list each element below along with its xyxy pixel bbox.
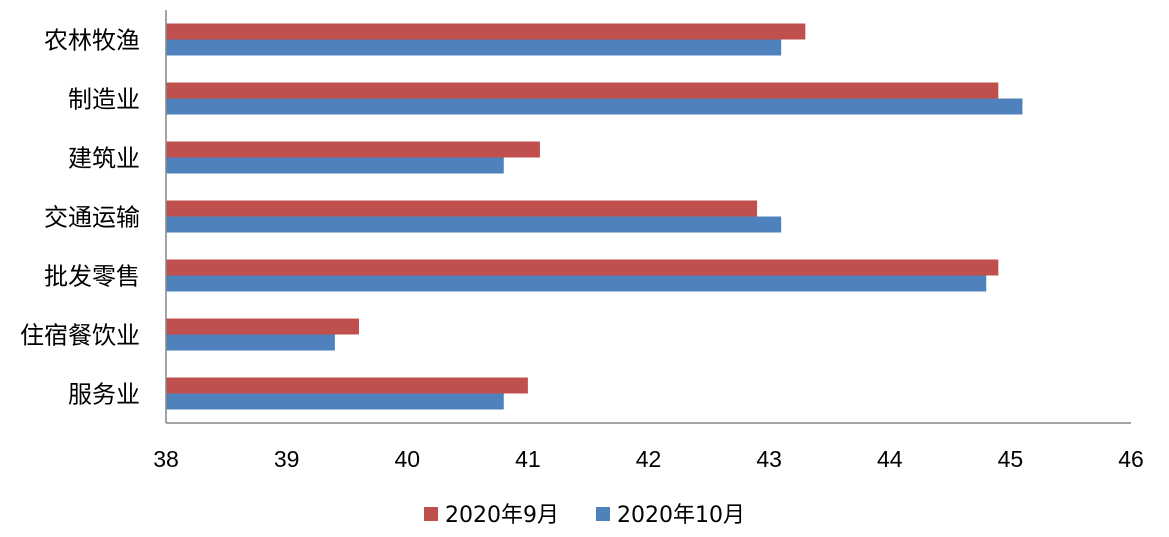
category-label-5: 住宿餐饮业: [20, 322, 140, 350]
bar-oct-3: [166, 216, 782, 233]
category-label-1: 制造业: [68, 86, 140, 114]
category-label-3: 交通运输: [44, 204, 140, 232]
x-tick-label-38: 38: [153, 446, 179, 472]
legend-label-0: 2020年9月: [445, 503, 559, 528]
bar-oct-4: [166, 275, 987, 292]
category-label-0: 农林牧渔: [44, 27, 140, 55]
bar-oct-2: [166, 157, 504, 174]
bar-sep-6: [166, 377, 528, 394]
bar-sep-0: [166, 23, 806, 40]
bar-sep-3: [166, 200, 758, 217]
bar-oct-5: [166, 334, 335, 351]
legend: 2020年9月 2020年10月: [424, 503, 745, 528]
bar-sep-5: [166, 318, 359, 335]
bar-oct-6: [166, 393, 504, 410]
x-tick-label-40: 40: [394, 446, 420, 472]
category-label-6: 服务业: [68, 381, 140, 409]
x-tick-label-42: 42: [636, 446, 662, 472]
x-tick-label-43: 43: [756, 446, 782, 472]
legend-label-1: 2020年10月: [617, 503, 745, 528]
x-tick-label-45: 45: [998, 446, 1024, 472]
bar-oct-1: [166, 98, 1023, 115]
x-tick-labels: 38 39 40 41 42 43 44 45 46: [153, 446, 1144, 472]
bar-sep-2: [166, 141, 540, 158]
bar-sep-4: [166, 259, 999, 276]
bar-oct-0: [166, 39, 782, 56]
bars-group: [166, 23, 1023, 410]
bar-sep-1: [166, 82, 999, 99]
axes-group: [165, 10, 1131, 424]
legend-swatch-0: [424, 507, 438, 521]
x-tick-label-44: 44: [877, 446, 903, 472]
x-tick-label-41: 41: [515, 446, 541, 472]
category-label-2: 建筑业: [68, 145, 140, 173]
category-label-4: 批发零售: [44, 263, 140, 291]
legend-swatch-1: [596, 507, 610, 521]
x-tick-label-39: 39: [274, 446, 300, 472]
x-tick-label-46: 46: [1118, 446, 1144, 472]
